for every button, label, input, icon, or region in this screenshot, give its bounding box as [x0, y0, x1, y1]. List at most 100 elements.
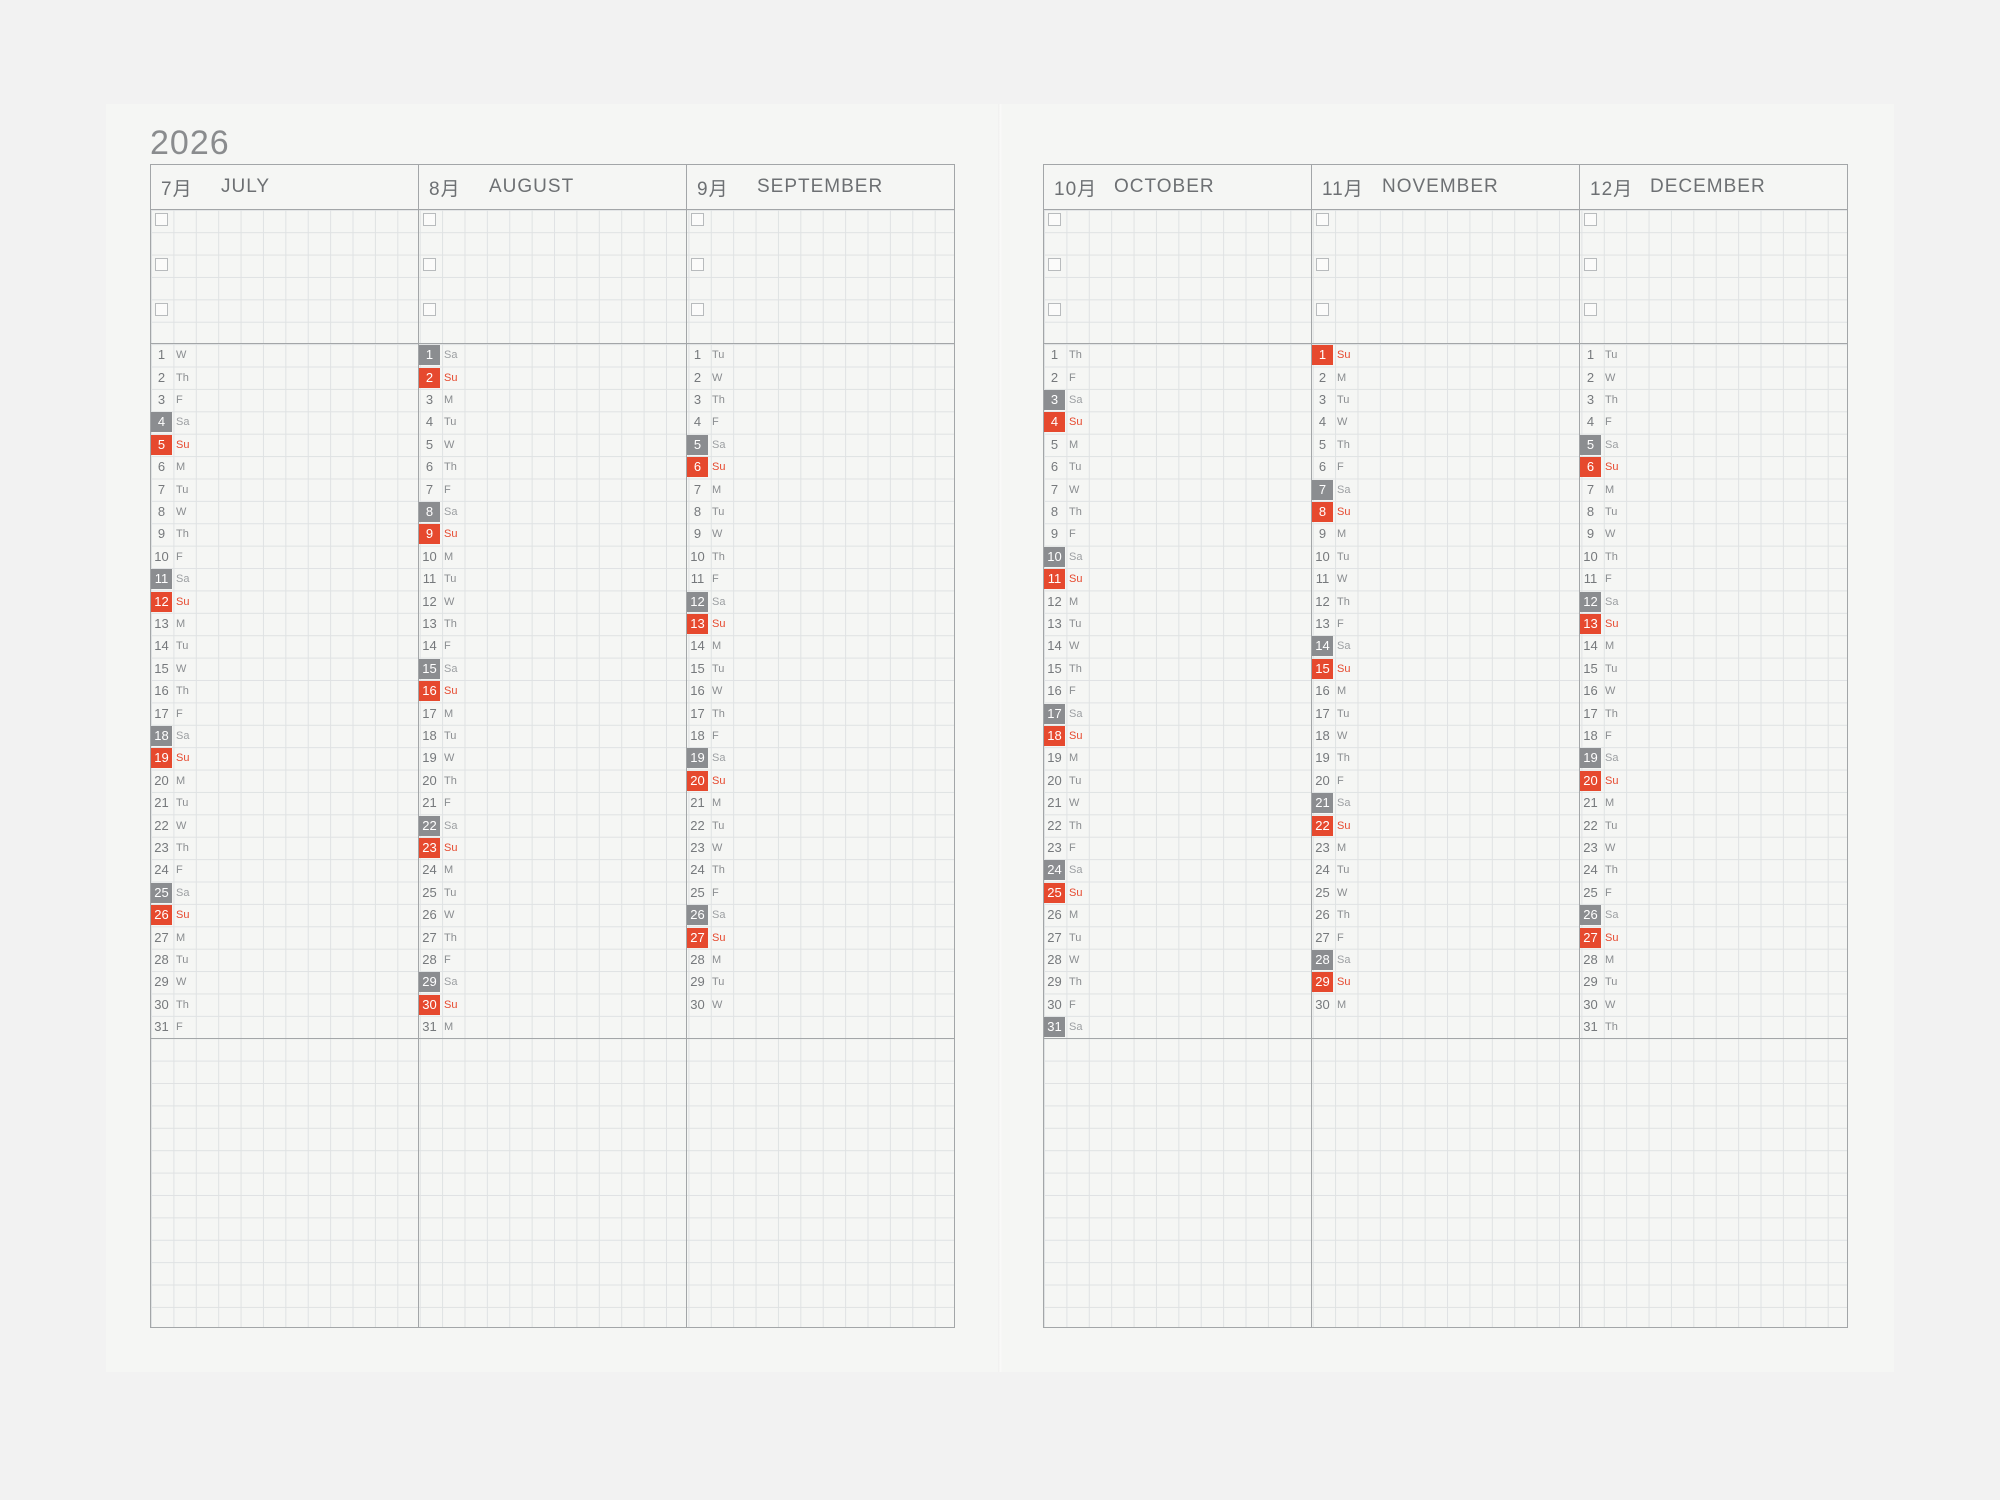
day-number: 3 — [157, 391, 166, 407]
day-row: 24 Th — [687, 859, 747, 881]
day-row: 7 Tu — [151, 478, 211, 500]
day-row: 30 Th — [151, 994, 211, 1016]
month-header: 10月 OCTOBER — [1044, 165, 1311, 210]
day-number: 15 — [154, 660, 169, 676]
day-number: 24 — [1044, 860, 1065, 881]
day-number: 26 — [687, 905, 708, 926]
notes-area[interactable] — [151, 1039, 418, 1329]
checkbox[interactable] — [423, 303, 436, 316]
day-number: 11 — [151, 569, 172, 590]
checkbox[interactable] — [691, 258, 704, 271]
day-row: 4 Su — [1044, 411, 1104, 433]
checkbox[interactable] — [423, 258, 436, 271]
day-number: 20 — [1047, 772, 1062, 788]
day-number: 10 — [1315, 548, 1330, 564]
checkbox[interactable] — [155, 303, 168, 316]
day-row: 18 Sa — [151, 725, 211, 747]
day-row: 20 Su — [1580, 770, 1640, 792]
checkbox[interactable] — [423, 213, 436, 226]
checklist-area — [1580, 210, 1847, 344]
checkbox[interactable] — [691, 213, 704, 226]
weekday-label: Tu — [1337, 393, 1350, 406]
day-row: 22 Tu — [1580, 814, 1640, 836]
day-row: 26 Th — [1312, 904, 1372, 926]
weekday-label: F — [1605, 573, 1612, 586]
checkbox[interactable] — [1048, 303, 1061, 316]
day-row: 18 F — [1580, 725, 1640, 747]
checkbox[interactable] — [1584, 303, 1597, 316]
weekday-label: Th — [1605, 1021, 1618, 1034]
weekday-label: F — [444, 483, 451, 496]
weekday-label: Tu — [444, 573, 457, 586]
day-row: 22 Tu — [687, 814, 747, 836]
weekday-label: M — [176, 931, 186, 944]
weekday-label: W — [1337, 729, 1348, 742]
weekday-label: Sa — [444, 662, 458, 675]
day-number: 26 — [151, 905, 172, 926]
weekday-label: Tu — [1337, 864, 1350, 877]
checkbox[interactable] — [1584, 213, 1597, 226]
day-row: 10 Sa — [1044, 546, 1104, 568]
day-number: 11 — [422, 571, 437, 587]
checkbox[interactable] — [155, 258, 168, 271]
checkbox[interactable] — [1048, 258, 1061, 271]
weekday-label: M — [1069, 438, 1079, 451]
day-row: 11 W — [1312, 568, 1372, 590]
day-number: 23 — [1047, 839, 1062, 855]
day-number: 11 — [690, 571, 705, 587]
checkbox[interactable] — [1584, 258, 1597, 271]
day-row: 13 Su — [1580, 613, 1640, 635]
weekday-label: M — [444, 550, 454, 563]
notes-area[interactable] — [1580, 1039, 1847, 1329]
weekday-label: W — [1605, 371, 1616, 384]
month-number: 10月 — [1054, 178, 1098, 200]
notes-area[interactable] — [419, 1039, 686, 1329]
weekday-label: F — [712, 416, 719, 429]
checkbox[interactable] — [1316, 303, 1329, 316]
notes-area[interactable] — [1312, 1039, 1579, 1329]
day-list: 1 W 2 Th 3 F 4 Sa 5 Su 6 M 7 Tu 8 W 9 Th 10 F 11 Sa 12 Su 13 M 14 T… — [151, 344, 418, 1039]
day-row: 16 Su — [419, 680, 479, 702]
notes-area[interactable] — [1044, 1039, 1311, 1329]
day-list: 1 Sa 2 Su 3 M 4 Tu 5 W 6 Th 7 F 8 Sa 9 Su 10 M 11 Tu 12 W 13 Th 14… — [419, 344, 686, 1039]
weekday-label: M — [712, 953, 722, 966]
day-row: 3 Sa — [1044, 389, 1104, 411]
day-number: 17 — [154, 705, 169, 721]
day-row: 25 Tu — [419, 882, 479, 904]
weekday-label: Su — [712, 461, 726, 474]
checkbox[interactable] — [1316, 258, 1329, 271]
day-row: 14 M — [687, 635, 747, 657]
weekday-label: W — [1605, 528, 1616, 541]
weekday-label: Tu — [1337, 707, 1350, 720]
day-row: 12 Sa — [687, 590, 747, 612]
day-number: 16 — [1315, 683, 1330, 699]
weekday-label: Th — [1605, 550, 1618, 563]
checkbox[interactable] — [1048, 213, 1061, 226]
day-row: 8 Tu — [687, 501, 747, 523]
weekday-label: Su — [1337, 819, 1351, 832]
weekday-label: Su — [1069, 729, 1083, 742]
checkbox[interactable] — [155, 213, 168, 226]
weekday-label: Th — [444, 617, 457, 630]
month-column-august: 8月 AUGUST 1 Sa 2 Su 3 M 4 Tu 5 W 6 Th 7 F 8 Sa 9 Su 10 M 11 Tu 1… — [419, 165, 687, 1327]
day-row: 2 Su — [419, 366, 479, 388]
day-number: 23 — [1583, 839, 1598, 855]
day-row: 15 Th — [1044, 658, 1104, 680]
day-row: 10 Th — [687, 546, 747, 568]
month-column-december: 12月 DECEMBER 1 Tu 2 W 3 Th 4 F 5 Sa 6 Su 7 M 8 Tu 9 W 10 Th 11… — [1580, 165, 1847, 1327]
weekday-label: M — [1337, 371, 1347, 384]
weekday-label: F — [1605, 416, 1612, 429]
day-number: 16 — [419, 681, 440, 702]
notes-area[interactable] — [687, 1039, 954, 1329]
checkbox[interactable] — [1316, 213, 1329, 226]
day-row: 19 Th — [1312, 747, 1372, 769]
weekday-label: F — [1069, 371, 1076, 384]
checkbox[interactable] — [691, 303, 704, 316]
weekday-label: Su — [1337, 505, 1351, 518]
day-number: 8 — [1312, 501, 1333, 522]
day-number: 31 — [1583, 1019, 1598, 1035]
day-number: 20 — [687, 770, 708, 791]
